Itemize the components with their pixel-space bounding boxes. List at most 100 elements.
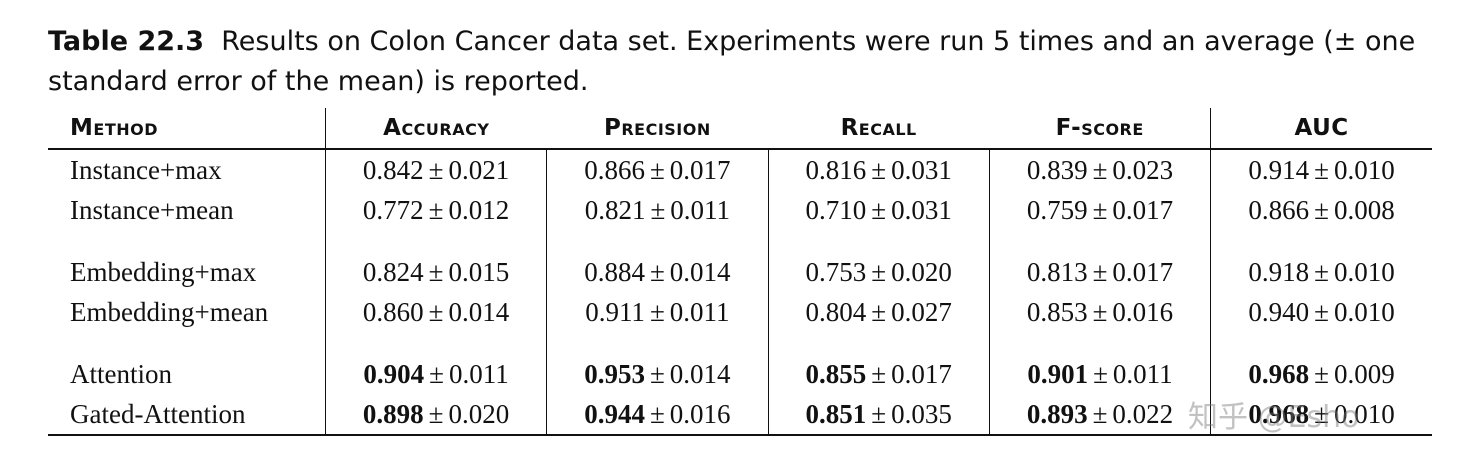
spacer-cell	[546, 230, 769, 252]
table-row: Gated-Attention 0.898 ±0.020 0.944 ±0.016 0.8…	[48, 394, 1432, 436]
header-accuracy: Accuracy	[324, 108, 547, 150]
value-cell: 0.855 ±0.017	[767, 354, 990, 394]
header-auc: AUC	[1210, 108, 1432, 150]
mean-value: 0.893	[1026, 398, 1088, 429]
std-error-value: 0.011	[1112, 358, 1173, 389]
table-number: Table 22.3	[48, 26, 205, 57]
mean-value: 0.898	[362, 398, 424, 429]
mean-value: 0.855	[805, 358, 867, 389]
spacer-cell	[48, 230, 325, 252]
mean-value: 0.813	[1026, 256, 1088, 287]
std-error-value: 0.027	[891, 296, 952, 327]
mean-value: 0.851	[805, 398, 867, 429]
spacer-cell	[546, 332, 769, 354]
header-recall: Recall	[768, 108, 990, 150]
table-row: Embedding+max 0.824 ±0.015 0.884 ±0.014 0.753…	[48, 252, 1432, 292]
mean-value: 0.918	[1248, 256, 1310, 287]
mean-value: 0.884	[584, 256, 645, 287]
std-error-value: 0.020	[891, 256, 952, 287]
mean-value: 0.821	[584, 194, 646, 225]
mean-value: 0.824	[362, 256, 424, 287]
value-cell: 0.944 ±0.016	[546, 394, 769, 436]
value-cell: 0.898 ±0.020	[324, 394, 547, 436]
std-error-value: 0.014	[448, 296, 510, 327]
std-error-value: 0.011	[448, 358, 509, 389]
table-row: Instance+mean 0.772 ±0.012 0.821 ±0.011 0.710…	[48, 190, 1432, 230]
std-error-value: 0.035	[891, 398, 952, 429]
std-error-value: 0.017	[1112, 256, 1174, 287]
watermark: 知乎 @Esho	[1188, 400, 1360, 435]
value-cell: 0.842 ±0.021	[324, 149, 547, 190]
mean-value: 0.901	[1027, 358, 1089, 389]
plus-minus-sign: ±	[649, 296, 665, 327]
plus-minus-sign: ±	[649, 398, 665, 429]
table-caption: Table 22.3 Results on Colon Cancer data …	[48, 22, 1438, 102]
std-error-value: 0.017	[891, 358, 952, 389]
mean-value: 0.772	[362, 194, 424, 225]
plus-minus-sign: ±	[649, 154, 665, 185]
table-row: Instance+max 0.842 ±0.021 0.866 ±0.017 0.816 ±…	[48, 149, 1432, 190]
std-error-value: 0.020	[448, 398, 510, 429]
std-error-value: 0.014	[669, 358, 731, 389]
std-error-value: 0.011	[669, 296, 730, 327]
mean-value: 0.804	[805, 296, 867, 327]
table-body: Instance+max 0.842 ±0.021 0.866 ±0.017 0.816 ±…	[48, 149, 1432, 436]
std-error-value: 0.010	[1333, 398, 1395, 429]
value-cell: 0.940 ±0.010	[1210, 292, 1432, 332]
value-cell: 0.904 ±0.011	[324, 354, 547, 394]
mean-value: 0.710	[805, 194, 867, 225]
value-cell: 0.813 ±0.017	[988, 252, 1211, 292]
std-error-value: 0.010	[1333, 296, 1395, 327]
plus-minus-sign: ±	[1314, 358, 1329, 389]
value-cell: 0.901 ±0.011	[988, 354, 1211, 394]
value-cell: 0.866 ±0.008	[1210, 190, 1432, 230]
mean-value: 0.953	[584, 358, 645, 389]
method-cell: Instance+max	[70, 154, 222, 185]
plus-minus-sign: ±	[1314, 398, 1329, 429]
plus-minus-sign: ±	[871, 296, 887, 327]
spacer-cell	[767, 230, 990, 252]
row-spacer	[48, 332, 1432, 354]
value-cell: 0.918 ±0.010	[1210, 252, 1432, 292]
value-cell: 0.866 ±0.017	[546, 149, 769, 190]
std-error-value: 0.010	[1333, 154, 1395, 185]
std-error-value: 0.011	[670, 194, 731, 225]
std-error-value: 0.023	[1112, 154, 1174, 185]
plus-minus-sign: ±	[871, 194, 887, 225]
std-error-value: 0.015	[448, 256, 510, 287]
std-error-value: 0.017	[1112, 194, 1174, 225]
plus-minus-sign: ±	[428, 256, 444, 287]
spacer-cell	[1210, 332, 1432, 354]
spacer-cell	[767, 332, 990, 354]
std-error-value: 0.010	[1333, 256, 1395, 287]
plus-minus-sign: ±	[871, 398, 887, 429]
plus-minus-sign: ±	[1314, 296, 1329, 327]
plus-minus-sign: ±	[1092, 398, 1108, 429]
header-fscore: F-score	[989, 108, 1211, 150]
value-cell: 0.753 ±0.020	[767, 252, 990, 292]
plus-minus-sign: ±	[1092, 154, 1108, 185]
spacer-cell	[1210, 230, 1432, 252]
spacer-cell	[988, 332, 1211, 354]
value-cell: 0.853 ±0.016	[988, 292, 1211, 332]
plus-minus-sign: ±	[428, 154, 444, 185]
std-error-value: 0.017	[669, 154, 731, 185]
plus-minus-sign: ±	[1092, 296, 1108, 327]
plus-minus-sign: ±	[871, 256, 887, 287]
spacer-cell	[324, 230, 547, 252]
method-cell: Embedding+mean	[70, 296, 269, 327]
value-cell: 0.804 ±0.027	[767, 292, 990, 332]
mean-value: 0.853	[1026, 296, 1088, 327]
std-error-value: 0.014	[669, 256, 731, 287]
std-error-value: 0.016	[1112, 296, 1174, 327]
plus-minus-sign: ±	[1314, 256, 1329, 287]
value-cell: 0.816 ±0.031	[767, 149, 990, 190]
plus-minus-sign: ±	[1314, 154, 1329, 185]
mean-value: 0.839	[1026, 154, 1088, 185]
plus-minus-sign: ±	[871, 154, 887, 185]
mean-value: 0.842	[362, 154, 424, 185]
value-cell: 0.851 ±0.035	[767, 394, 990, 436]
table-row: Embedding+mean 0.860 ±0.014 0.911 ±0.011 0.80…	[48, 292, 1432, 332]
caption-text: Results on Colon Cancer data set. Experi…	[48, 26, 1416, 97]
mean-value: 0.940	[1248, 296, 1310, 327]
